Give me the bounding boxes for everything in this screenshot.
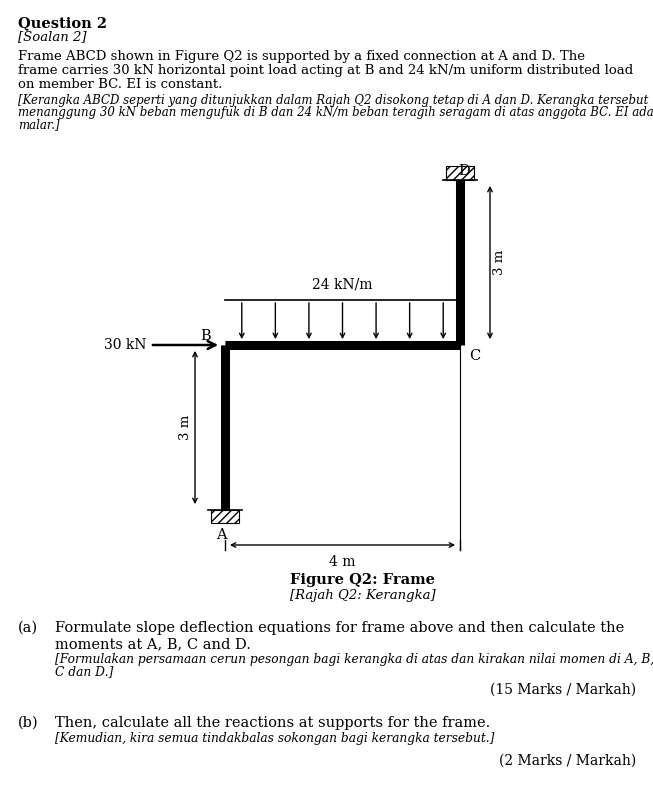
Text: frame carries 30 kN horizontal point load acting at B and 24 kN/m uniform distri: frame carries 30 kN horizontal point loa…	[18, 64, 633, 77]
Text: Then, calculate all the reactions at supports for the frame.: Then, calculate all the reactions at sup…	[55, 716, 490, 730]
Text: 24 kN/m: 24 kN/m	[312, 278, 373, 292]
Text: (15 Marks / Markah): (15 Marks / Markah)	[490, 683, 636, 697]
Text: [Kerangka ABCD seperti yang ditunjukkan dalam Rajah Q2 disokong tetap di A dan D: [Kerangka ABCD seperti yang ditunjukkan …	[18, 94, 648, 107]
Text: B: B	[200, 329, 211, 343]
Text: A: A	[215, 528, 227, 542]
Text: on member BC. EI is constant.: on member BC. EI is constant.	[18, 78, 223, 91]
Text: moments at A, B, C and D.: moments at A, B, C and D.	[55, 637, 251, 651]
Text: 3 m: 3 m	[179, 415, 192, 440]
Text: D: D	[458, 164, 470, 178]
Text: (a): (a)	[18, 621, 38, 635]
Text: [Rajah Q2: Kerangka]: [Rajah Q2: Kerangka]	[290, 589, 436, 602]
Text: (2 Marks / Markah): (2 Marks / Markah)	[499, 754, 636, 768]
Text: 30 kN: 30 kN	[103, 338, 146, 352]
Text: [Kemudian, kira semua tindakbalas sokongan bagi kerangka tersebut.]: [Kemudian, kira semua tindakbalas sokong…	[55, 732, 494, 745]
Text: (b): (b)	[18, 716, 39, 730]
Text: Question 2: Question 2	[18, 16, 107, 30]
Text: Formulate slope deflection equations for frame above and then calculate the: Formulate slope deflection equations for…	[55, 621, 624, 635]
Bar	[446, 166, 474, 180]
Text: Frame ABCD shown in Figure Q2 is supported by a fixed connection at A and D. The: Frame ABCD shown in Figure Q2 is support…	[18, 50, 585, 63]
Text: menanggung 30 kN beban mengufuk di B dan 24 kN/m beban teragih seragam di atas a: menanggung 30 kN beban mengufuk di B dan…	[18, 106, 653, 119]
Text: C: C	[469, 349, 480, 363]
Text: malar.]: malar.]	[18, 118, 59, 131]
Text: 4 m: 4 m	[329, 555, 356, 569]
Text: C dan D.]: C dan D.]	[55, 665, 113, 678]
Text: Figure Q2: Frame: Figure Q2: Frame	[290, 573, 435, 587]
Bar	[211, 510, 239, 523]
Text: 3 m: 3 m	[493, 249, 506, 275]
Text: [Soalan 2]: [Soalan 2]	[18, 30, 86, 43]
Text: [Formulakan persamaan cerun pesongan bagi kerangka di atas dan kirakan nilai mom: [Formulakan persamaan cerun pesongan bag…	[55, 653, 653, 666]
